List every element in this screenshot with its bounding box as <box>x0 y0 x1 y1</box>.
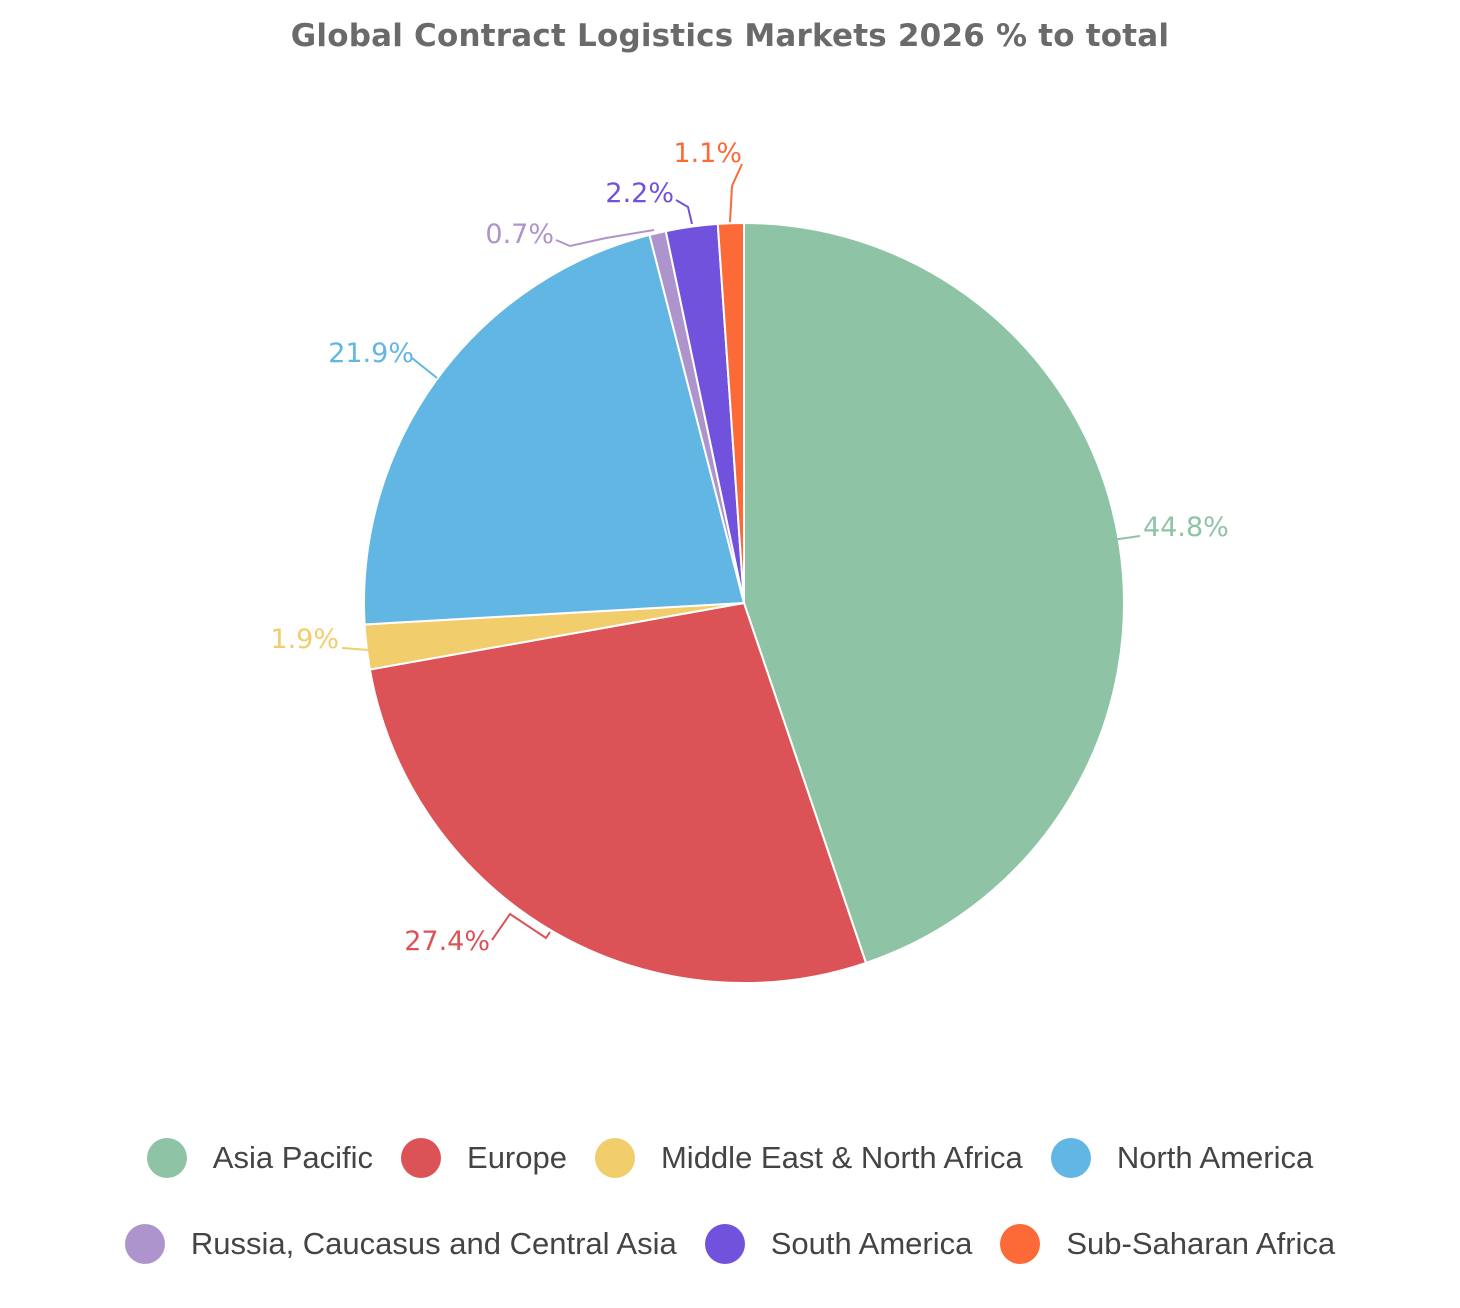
legend-item[interactable]: Sub-Saharan Africa <box>1000 1224 1335 1264</box>
legend-item[interactable]: Europe <box>401 1138 567 1178</box>
leader-line <box>411 357 438 379</box>
leader-line <box>675 199 693 225</box>
legend-swatch <box>1000 1224 1041 1264</box>
legend-label: Middle East & North Africa <box>660 1140 1023 1175</box>
data-label: 1.1% <box>673 138 742 169</box>
legend-item[interactable]: South America <box>704 1224 973 1264</box>
leader-line <box>729 163 743 223</box>
legend-item[interactable]: Russia, Caucasus and Central Asia <box>124 1224 677 1264</box>
data-label: 44.8% <box>1143 512 1229 543</box>
legend-swatch <box>594 1138 635 1178</box>
chart-title: Global Contract Logistics Markets 2026 %… <box>290 18 1170 54</box>
legend-item[interactable]: Asia Pacific <box>146 1138 374 1178</box>
leader-line <box>1111 535 1141 541</box>
legend-label: Asia Pacific <box>212 1140 374 1175</box>
legend-swatch <box>704 1224 745 1264</box>
pie-slice-sub-saharan-africa <box>716 222 745 604</box>
leader-line <box>341 647 370 651</box>
data-label: 0.7% <box>485 219 554 250</box>
legend-row: Russia, Caucasus and Central Asia South A… <box>0 1224 1460 1264</box>
legend-swatch <box>146 1138 187 1178</box>
legend-swatch <box>124 1224 165 1264</box>
pie-chart: 44.8% 27.4% 1.9% 21.9% 0.7% 2.2% 1.1% <box>270 138 1229 984</box>
pie-slice-north-america <box>363 233 745 626</box>
legend-label: Russia, Caucasus and Central Asia <box>190 1226 677 1261</box>
legend-item[interactable]: North America <box>1050 1138 1314 1178</box>
leader-line <box>555 229 655 248</box>
legend-swatch <box>1050 1138 1091 1178</box>
legend-row: Asia Pacific Europe Middle East & North Af… <box>0 1138 1460 1178</box>
legend-label: Europe <box>467 1140 567 1175</box>
data-label: 2.2% <box>605 178 674 209</box>
leader-line <box>491 912 551 941</box>
legend-label: Sub-Saharan Africa <box>1066 1226 1336 1261</box>
legend-swatch <box>401 1138 442 1178</box>
pie-slice-europe <box>368 602 867 984</box>
data-label: 21.9% <box>328 338 414 369</box>
data-label: 27.4% <box>404 926 490 957</box>
legend-item[interactable]: Middle East & North Africa <box>594 1138 1023 1178</box>
pie-slice-asia-pacific <box>743 222 1125 964</box>
legend-label: South America <box>770 1226 973 1261</box>
data-label: 1.9% <box>270 624 339 655</box>
legend-label: North America <box>1116 1140 1314 1175</box>
